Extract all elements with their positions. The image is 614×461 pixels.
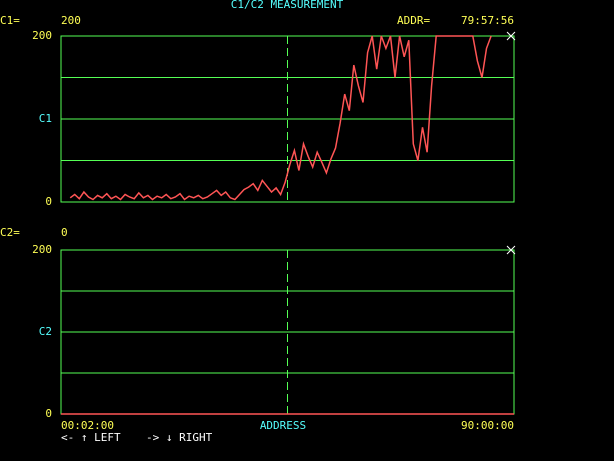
readout: 0	[61, 226, 68, 239]
x-start: 00:02:00	[61, 419, 114, 432]
readout: 200	[61, 14, 81, 27]
y-tick-label: C2	[39, 325, 52, 338]
addr-label: ADDR=	[397, 14, 430, 27]
footer-right: -> ↓ RIGHT	[146, 431, 213, 444]
x-end: 90:00:00	[461, 419, 514, 432]
footer-left: <- ↑ LEFT	[61, 431, 121, 444]
readout-label: C2=	[0, 226, 20, 239]
cursor-marker	[506, 245, 516, 255]
y-tick-label: 200	[32, 243, 52, 256]
readout-label: C1=	[0, 14, 20, 27]
x-label: ADDRESS	[260, 419, 306, 432]
y-tick-label: 200	[32, 29, 52, 42]
y-tick-label: 0	[45, 407, 52, 420]
data-line	[69, 35, 492, 201]
title: C1/C2 MEASUREMENT	[231, 0, 344, 11]
addr: 79:57:56	[461, 14, 514, 27]
cursor-marker	[506, 31, 516, 41]
y-tick-label: 0	[45, 195, 52, 208]
y-tick-label: C1	[39, 112, 52, 125]
